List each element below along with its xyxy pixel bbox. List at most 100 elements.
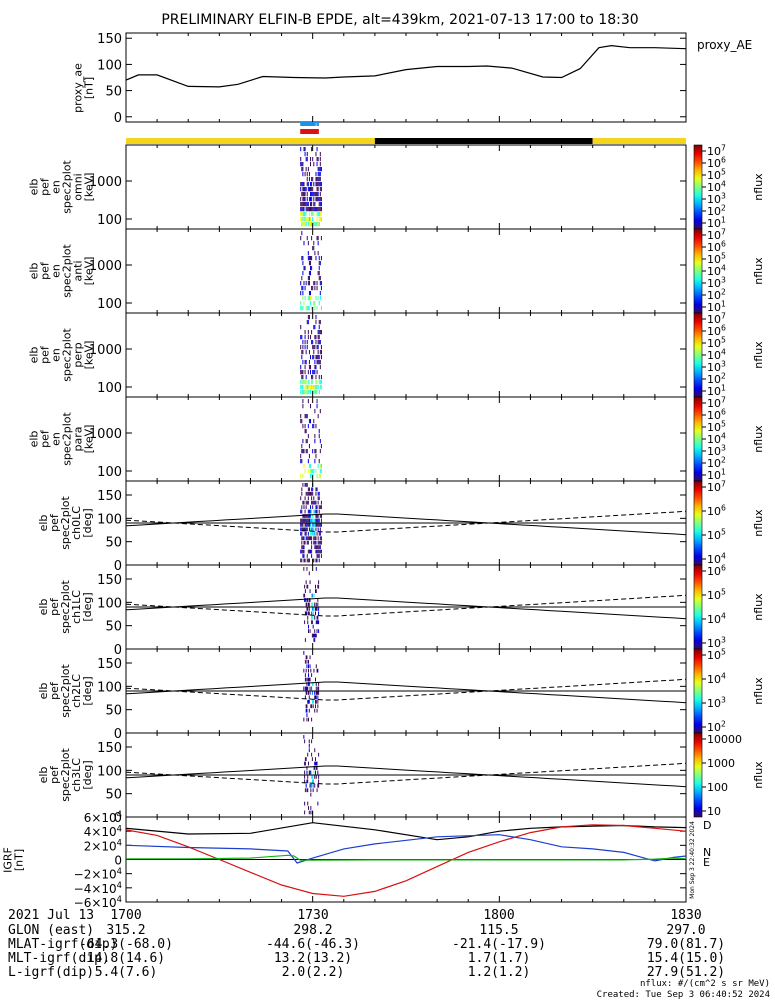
- spectrogram-cell: [319, 474, 321, 479]
- spectrogram-cell: [320, 197, 322, 202]
- y-axis-label: spec2plot: [59, 748, 72, 802]
- spectrogram-cell: [306, 340, 308, 345]
- spectrogram-cell: [315, 536, 317, 541]
- spectrogram-cell: [304, 222, 306, 227]
- spectrogram-cell: [307, 251, 309, 256]
- spectrogram-cell: [302, 345, 304, 350]
- spectrogram-cell: [317, 222, 319, 227]
- loss-cone-line: [125, 765, 687, 788]
- panel-frame: [125, 144, 687, 230]
- spectrogram-cell: [301, 540, 303, 545]
- row-value: 1.7(1.7): [468, 951, 531, 966]
- spectrogram-cell: [306, 152, 308, 157]
- spectrogram-cell: [319, 172, 321, 177]
- legend-e: E: [703, 856, 710, 869]
- spectrogram-cell: [311, 620, 313, 625]
- spectrogram-cell: [307, 459, 309, 464]
- spectrogram-cell: [315, 664, 317, 669]
- spectrogram-cell: [305, 514, 307, 518]
- spectrogram-cell: [303, 651, 305, 655]
- spectrogram-cell: [320, 464, 322, 469]
- spectrogram-cell: [309, 598, 311, 602]
- spectrogram-cell: [311, 330, 313, 335]
- spectrogram-cell: [311, 491, 313, 496]
- spectrogram-cell: [316, 629, 318, 633]
- spectrogram-cell: [317, 620, 319, 625]
- spectrogram-cell: [320, 469, 322, 474]
- spectrogram-cell: [317, 167, 319, 172]
- spectrogram-cell: [319, 360, 321, 365]
- spectrogram-cell: [303, 464, 305, 469]
- spectrogram-cell: [315, 699, 316, 704]
- spectrogram-cell: [302, 271, 304, 276]
- spectrogram-cell: [303, 505, 305, 509]
- spectrogram-cell: [318, 222, 320, 227]
- legend-d: D: [703, 819, 711, 832]
- spectrogram-cell: [302, 222, 304, 227]
- spectrogram-cell: [317, 335, 319, 340]
- spectrogram-cell: [318, 752, 320, 757]
- spectrogram-cell: [309, 770, 311, 775]
- spectrogram-cell: [315, 487, 317, 492]
- ae-frame: [125, 32, 687, 123]
- spectrogram-cell: [316, 518, 318, 523]
- spectrogram-cell: [314, 281, 316, 286]
- spectrogram-cell: [318, 549, 320, 554]
- spectrogram-cell: [304, 779, 306, 784]
- spectrogram-cell: [300, 454, 302, 459]
- y-axis-label: ch3LC: [70, 758, 83, 792]
- spectrogram-cell: [318, 611, 320, 616]
- spectrogram-cell: [307, 380, 309, 385]
- spectrogram-cell: [319, 167, 321, 172]
- spectrogram-cell: [307, 699, 309, 704]
- spectrogram-cell: [305, 527, 307, 532]
- spectrogram-cell: [308, 527, 310, 532]
- spectrogram-cell: [315, 757, 316, 761]
- colorbar: [693, 396, 703, 482]
- y-tick-label: 0: [114, 111, 122, 126]
- spectrogram-cell: [304, 761, 306, 766]
- spectrogram-cell: [316, 207, 318, 212]
- spectrogram-cell: [308, 682, 310, 686]
- spectrogram-cell: [309, 691, 311, 695]
- spectrogram-cell: [308, 629, 309, 633]
- spectrogram-cell: [316, 615, 318, 620]
- spectrogram-cell: [318, 459, 320, 464]
- spectrogram-cell: [300, 527, 302, 532]
- spectrogram-cell: [308, 217, 310, 222]
- spectrogram-cell: [319, 527, 321, 532]
- spectrogram-cell: [318, 691, 320, 695]
- y-axis-label: omni: [72, 173, 85, 200]
- spectrogram-cell: [320, 256, 322, 261]
- spectrogram-cell: [317, 536, 319, 541]
- spectrogram-cell: [307, 788, 309, 793]
- spectrogram-cell: [311, 531, 313, 536]
- spectrogram-cell: [304, 598, 306, 602]
- spectrogram-cell: [304, 589, 306, 593]
- y-axis-label: spec2plot: [59, 664, 72, 718]
- igrf-bz-line: [126, 854, 687, 861]
- spectrogram-cell: [314, 390, 316, 395]
- spectrogram-cell: [304, 673, 306, 677]
- spectrogram-cell: [310, 182, 312, 187]
- spectrogram-cell: [320, 355, 322, 360]
- spectrogram-cell: [311, 615, 313, 620]
- y-tick-label: 4×104: [84, 823, 122, 839]
- spectrogram-cell: [306, 717, 308, 722]
- units-note: nflux: #/(cm^2 s sr MeV): [640, 979, 770, 989]
- spectrogram-cell: [306, 157, 308, 162]
- spectrogram-cell: [312, 518, 314, 523]
- spectrogram-cell: [310, 197, 312, 202]
- colorbar-tick-label: 106: [707, 240, 726, 254]
- spectrogram-cell: [304, 659, 306, 664]
- spectrogram-cell: [305, 505, 307, 509]
- spectrogram-cell: [303, 549, 305, 554]
- spectrogram-cell: [313, 246, 315, 251]
- spectrogram-cell: [302, 549, 304, 554]
- spectrogram-cell: [301, 449, 303, 454]
- spectrogram-cell: [313, 197, 315, 202]
- spectrogram-cell: [304, 677, 306, 682]
- spectrogram-cell: [316, 549, 318, 554]
- spectrogram-cell: [303, 207, 305, 212]
- spectrogram-cell: [304, 335, 306, 340]
